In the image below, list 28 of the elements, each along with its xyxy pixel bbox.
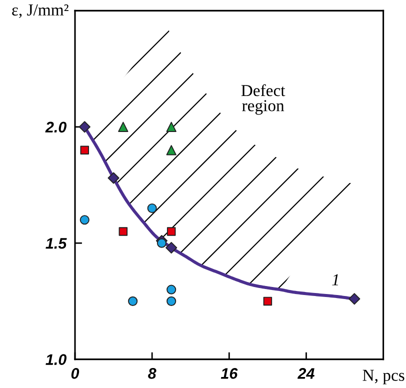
y-tick-label: 1.5: [46, 238, 67, 249]
x-tick-label: 16: [220, 368, 238, 379]
series-label: 1: [332, 274, 338, 286]
point: [166, 284, 176, 294]
y-tick-label: 2.0: [45, 122, 67, 133]
point: [118, 122, 128, 132]
point: [166, 122, 176, 132]
point: [118, 227, 128, 236]
point: [166, 296, 176, 306]
x-tick-label: 8: [148, 368, 156, 379]
point: [80, 146, 90, 155]
point: [166, 145, 176, 156]
x-axis-title: N, pcs: [362, 370, 404, 384]
y-axis-title: ε, J/mm²: [12, 4, 68, 18]
point: [348, 293, 360, 305]
annotation: Defect region: [241, 84, 286, 115]
x-tick-label: 24: [297, 368, 314, 379]
point: [108, 172, 120, 184]
point: [166, 227, 176, 236]
point: [156, 238, 166, 248]
point: [80, 215, 90, 225]
x-tick-label: 0: [71, 368, 80, 379]
point: [147, 203, 157, 214]
point: [78, 121, 90, 133]
point: [166, 242, 178, 254]
point: [263, 296, 272, 306]
point: [128, 296, 138, 306]
y-tick-label: 1.0: [46, 354, 67, 365]
